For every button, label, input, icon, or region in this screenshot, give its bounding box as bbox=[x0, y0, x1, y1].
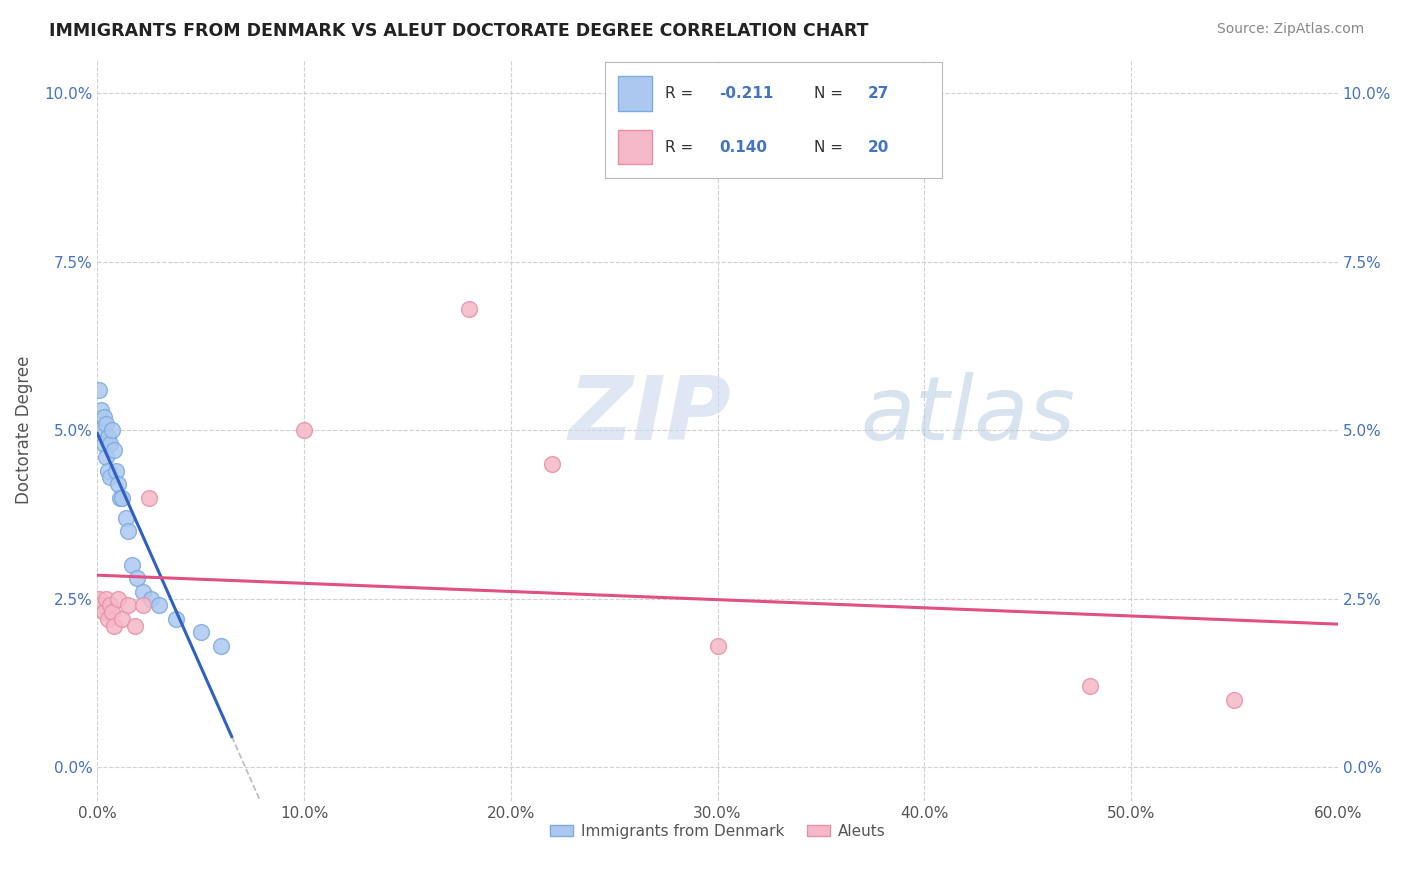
Point bbox=[139, 591, 162, 606]
Point bbox=[1223, 693, 1246, 707]
Point bbox=[104, 464, 127, 478]
Point bbox=[97, 464, 120, 478]
Text: R =: R = bbox=[665, 139, 693, 154]
FancyBboxPatch shape bbox=[619, 129, 652, 164]
Point bbox=[117, 524, 139, 539]
Point bbox=[94, 417, 117, 431]
Point bbox=[132, 599, 155, 613]
Point bbox=[107, 591, 129, 606]
Text: IMMIGRANTS FROM DENMARK VS ALEUT DOCTORATE DEGREE CORRELATION CHART: IMMIGRANTS FROM DENMARK VS ALEUT DOCTORA… bbox=[49, 22, 869, 40]
Text: 27: 27 bbox=[868, 87, 889, 102]
Point bbox=[93, 409, 115, 424]
Text: ZIP: ZIP bbox=[568, 372, 731, 458]
Point bbox=[93, 605, 115, 619]
Point bbox=[115, 511, 138, 525]
Point bbox=[103, 618, 125, 632]
Point bbox=[93, 436, 115, 450]
Point bbox=[98, 470, 121, 484]
Legend: Immigrants from Denmark, Aleuts: Immigrants from Denmark, Aleuts bbox=[544, 818, 891, 845]
Point bbox=[132, 585, 155, 599]
Text: R =: R = bbox=[665, 87, 693, 102]
Text: 20: 20 bbox=[868, 139, 889, 154]
Point bbox=[706, 639, 728, 653]
Point bbox=[111, 491, 134, 505]
Point bbox=[111, 612, 134, 626]
Point bbox=[94, 591, 117, 606]
Point bbox=[107, 477, 129, 491]
Text: 0.140: 0.140 bbox=[720, 139, 768, 154]
Point bbox=[108, 491, 131, 505]
Y-axis label: Doctorate Degree: Doctorate Degree bbox=[15, 356, 32, 505]
Point bbox=[117, 599, 139, 613]
Text: atlas: atlas bbox=[860, 373, 1076, 458]
Point bbox=[190, 625, 212, 640]
Text: Source: ZipAtlas.com: Source: ZipAtlas.com bbox=[1216, 22, 1364, 37]
Point bbox=[103, 443, 125, 458]
Point bbox=[292, 423, 315, 437]
Point bbox=[97, 430, 120, 444]
Text: -0.211: -0.211 bbox=[720, 87, 773, 102]
Point bbox=[121, 558, 143, 572]
Point bbox=[98, 436, 121, 450]
Point bbox=[125, 572, 148, 586]
Text: N =: N = bbox=[814, 139, 842, 154]
FancyBboxPatch shape bbox=[619, 77, 652, 112]
Point bbox=[165, 612, 187, 626]
Point bbox=[90, 599, 112, 613]
Text: N =: N = bbox=[814, 87, 842, 102]
Point bbox=[541, 457, 564, 471]
Point bbox=[90, 403, 112, 417]
Point bbox=[94, 450, 117, 465]
Point bbox=[101, 605, 124, 619]
Point bbox=[148, 599, 170, 613]
Point bbox=[124, 618, 146, 632]
Point bbox=[89, 591, 111, 606]
Point bbox=[89, 383, 111, 397]
Point bbox=[138, 491, 160, 505]
Point bbox=[209, 639, 232, 653]
Point bbox=[1078, 679, 1101, 693]
Point bbox=[90, 423, 112, 437]
Point bbox=[458, 301, 481, 316]
Point bbox=[101, 423, 124, 437]
Point bbox=[97, 612, 120, 626]
Point bbox=[98, 599, 121, 613]
